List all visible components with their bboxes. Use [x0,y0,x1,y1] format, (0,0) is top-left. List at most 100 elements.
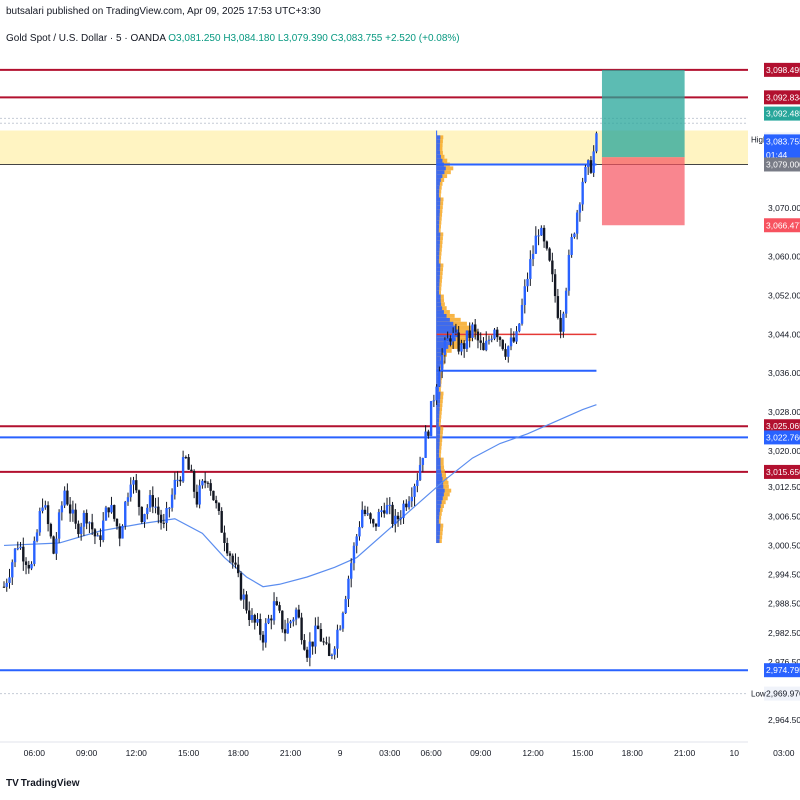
candle-body [195,491,199,505]
y-tick-label: 3,006.500 [768,511,800,521]
x-tick-label: 15:00 [178,748,200,758]
profile-bar-blue [436,193,439,198]
candle-body [110,505,113,513]
candle-body [531,253,535,260]
candle-body [308,641,312,658]
time-axis[interactable]: 06:00 09:00 12:00 15:00 18:00 21:00 9 03:00 06:0… [0,741,795,758]
candle-body [399,517,402,520]
profile-bar-blue [436,457,441,462]
profile-bar-blue [436,500,442,505]
long-position-tool[interactable] [601,69,685,226]
y-tick-label: 3,060.000 [768,252,800,262]
price-axis[interactable]: 2,964.500 2,976.500 2,982.500 2,988.500 2,99… [748,0,800,800]
candle-body [559,317,562,332]
profile-bar-blue [436,275,440,280]
candle-body [88,522,91,524]
profile-bar-blue [436,290,440,295]
candle-body [272,601,276,621]
profile-bar-blue [436,515,440,520]
profile-bar-blue [436,147,440,151]
candle-body [270,618,273,621]
candle-body [140,506,143,522]
candle-body [303,640,306,650]
candle-body [256,618,259,623]
candle-body [388,504,391,506]
profile-bar-blue [436,216,440,221]
moving-average [3,404,597,588]
candles [2,131,598,667]
candle-body [228,553,232,556]
price-tag-label: 01:44 [766,150,788,160]
candle-body [380,510,383,512]
candle-body [322,641,325,643]
candle-body [11,562,14,578]
candle-body [82,512,86,527]
profile-bar-blue [436,496,443,501]
candle-body [529,259,532,279]
candle-body [19,546,22,549]
profile-bar-blue [436,469,442,474]
candle-body [410,496,414,502]
candle-body [358,527,361,537]
profile-bar-blue [436,170,445,175]
profile-bar-blue [436,411,440,415]
candle-body [137,490,141,507]
price-tag-label: 3,083.755 [766,136,800,146]
candle-body [325,642,328,644]
candle-body [454,332,458,334]
profile-bar-blue [436,508,440,512]
candle-body [540,227,543,236]
candle-body [168,507,171,509]
level-price-label: 3,092.834 [766,92,800,102]
y-tick-label: 3,028.000 [768,407,800,417]
candle-body [347,578,350,600]
y-tick-label: 2,994.500 [768,570,800,580]
profile-bar-blue [436,422,439,427]
candle-body [113,505,116,519]
candle-body [264,623,267,643]
profile-bar-blue [436,438,440,443]
candle-body [162,522,166,524]
candle-body [30,563,33,569]
grid [0,117,748,695]
profile-bar-blue [436,294,441,299]
candle-body [190,469,193,472]
candle-body [316,625,320,630]
candle-body [537,235,540,237]
candle-body [520,304,524,324]
level-price-label: 3,025.065 [766,421,800,431]
price-tag [764,157,800,172]
profile-bar-blue [436,197,441,202]
candle-body [581,181,584,205]
profile-bar-blue [436,407,440,412]
candle-body [203,480,207,483]
candle-body [151,495,154,507]
candle-body [71,509,75,514]
level-price-label: 3,022.760 [766,432,800,442]
profile-bar-blue [436,166,446,171]
profile-bar-blue [436,418,440,423]
y-tick-label: 3,036.000 [768,368,800,378]
level-price-label: 2,974.795 [766,665,800,675]
candle-body [212,490,215,501]
candle-body [476,331,480,341]
y-tick-label: 2,976.500 [768,657,800,667]
candle-body [584,166,587,182]
profile-bar-blue [436,302,442,307]
candle-body [259,618,262,635]
x-tick-label: 10 [729,748,739,758]
candle-body [493,329,496,339]
candle-body [93,529,97,537]
candle-body [102,520,105,541]
profile-bar-blue [436,434,440,439]
candle-body [451,332,455,342]
candle-body [146,507,149,515]
candle-body [68,504,72,514]
profile-bar-blue [436,329,459,334]
candle-body [234,562,237,565]
level-price-tag [764,663,800,678]
profile-bar-blue [436,360,442,365]
candle-body [85,512,88,524]
candle-body [391,504,394,525]
